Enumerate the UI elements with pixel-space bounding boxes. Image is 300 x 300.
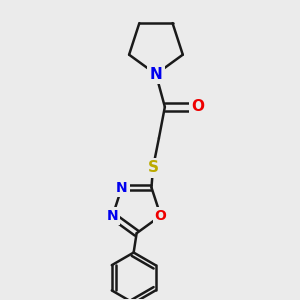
Text: S: S (148, 160, 158, 175)
Text: N: N (107, 209, 118, 223)
Text: O: O (155, 209, 167, 223)
Text: N: N (116, 181, 128, 194)
Text: O: O (191, 99, 204, 114)
Text: N: N (150, 67, 162, 82)
